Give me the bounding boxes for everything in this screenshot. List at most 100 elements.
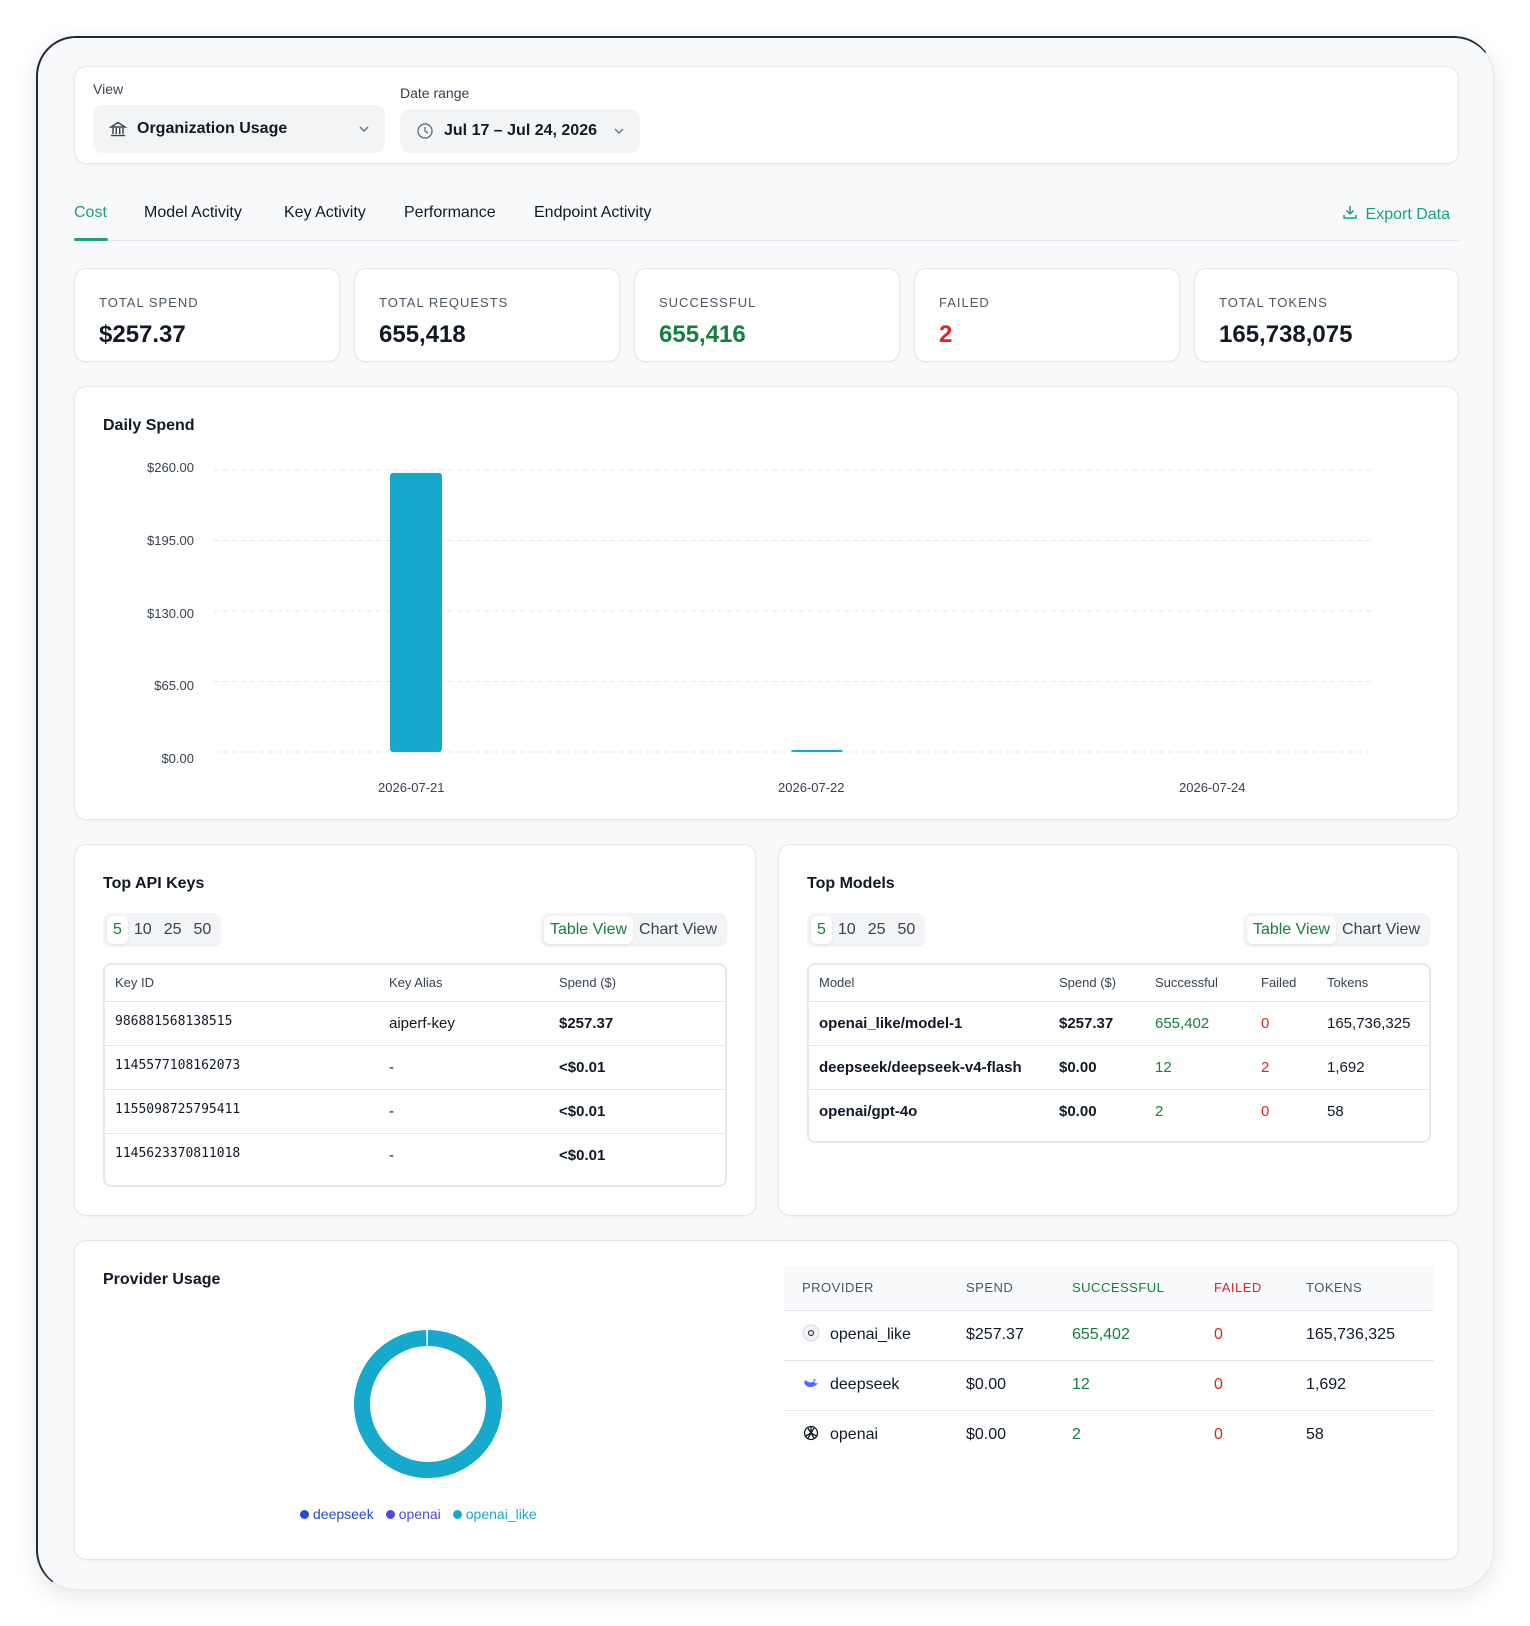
stat-value: 165,738,075 bbox=[1219, 321, 1353, 348]
bank-icon bbox=[109, 120, 127, 138]
table-row[interactable]: 1155098725795411 - <$0.01 bbox=[105, 1089, 725, 1134]
tab-key-activity[interactable]: Key Activity bbox=[284, 204, 366, 221]
column-header: PROVIDER bbox=[784, 1266, 948, 1311]
view-select[interactable]: Organization Usage bbox=[93, 105, 385, 153]
provider-table: PROVIDER SPEND SUCCESSFUL FAILED TOKENS … bbox=[784, 1266, 1434, 1460]
y-tick-label: $195.00 bbox=[147, 533, 194, 548]
donut-slice-openai_like[interactable] bbox=[354, 1330, 502, 1478]
stat-card-failed: FAILED 2 bbox=[914, 268, 1180, 362]
export-data-label: Export Data bbox=[1365, 205, 1450, 223]
column-header: Key ID bbox=[105, 965, 379, 1002]
date-range-label: Date range bbox=[400, 85, 470, 101]
tabs-divider bbox=[74, 240, 1459, 241]
table-row[interactable]: 986881568138515 aiperf-key $257.37 bbox=[105, 1001, 725, 1046]
tab-cost[interactable]: Cost bbox=[74, 204, 107, 221]
stat-card-total-requests: TOTAL REQUESTS 655,418 bbox=[354, 268, 620, 362]
chevron-down-icon bbox=[612, 124, 626, 138]
limit-option-50[interactable]: 50 bbox=[897, 921, 916, 938]
provider-successful: 655,402 bbox=[1054, 1310, 1196, 1361]
download-icon bbox=[1342, 204, 1358, 225]
model-failed: 0 bbox=[1251, 1001, 1317, 1046]
table-row[interactable]: openai/gpt-4o $0.00 2 0 58 bbox=[809, 1089, 1429, 1133]
y-tick-label: $130.00 bbox=[147, 606, 194, 621]
limit-option-10[interactable]: 10 bbox=[837, 921, 856, 938]
models-view-toggle: Table View Chart View bbox=[1242, 913, 1430, 947]
limit-option-5[interactable]: 5 bbox=[811, 916, 832, 944]
date-range-value: Jul 17 – Jul 24, 2026 bbox=[444, 122, 597, 139]
table-row[interactable]: deepseek $0.00 12 0 1,692 bbox=[784, 1360, 1434, 1411]
y-tick-label: $0.00 bbox=[161, 751, 194, 766]
column-header: Tokens bbox=[1317, 965, 1429, 1002]
chart-view-button[interactable]: Chart View bbox=[1342, 921, 1420, 938]
top-models-title: Top Models bbox=[807, 875, 895, 892]
export-data-button[interactable]: Export Data bbox=[1342, 204, 1450, 225]
tab-model-activity[interactable]: Model Activity bbox=[144, 204, 242, 221]
table-row[interactable]: openai_like/model-1 $257.37 655,402 0 16… bbox=[809, 1001, 1429, 1046]
key-spend: <$0.01 bbox=[549, 1045, 725, 1090]
legend-dot bbox=[300, 1509, 309, 1519]
column-header: SPEND bbox=[948, 1266, 1054, 1311]
limit-option-25[interactable]: 25 bbox=[867, 921, 886, 938]
provider-failed: 0 bbox=[1214, 1426, 1223, 1444]
column-header: TOKENS bbox=[1288, 1266, 1434, 1311]
top-models-card: Top Models 5 10 25 50 Table View Chart V… bbox=[778, 844, 1459, 1216]
column-header: Spend ($) bbox=[549, 965, 725, 1002]
legend-item[interactable]: openai bbox=[385, 1506, 441, 1522]
tab-endpoint-activity[interactable]: Endpoint Activity bbox=[534, 204, 652, 221]
column-header: SUCCESSFUL bbox=[1054, 1266, 1196, 1311]
model-name: openai/gpt-4o bbox=[819, 1102, 918, 1120]
limit-option-10[interactable]: 10 bbox=[133, 921, 152, 938]
deepseek-whale-icon bbox=[802, 1374, 820, 1397]
table-view-button[interactable]: Table View bbox=[1246, 916, 1337, 944]
daily-spend-chart bbox=[214, 469, 1374, 753]
date-range-picker[interactable]: Jul 17 – Jul 24, 2026 bbox=[400, 109, 640, 153]
provider-usage-title: Provider Usage bbox=[103, 1271, 221, 1288]
stat-card-total-spend: TOTAL SPEND $257.37 bbox=[74, 268, 340, 362]
top-api-keys-card: Top API Keys 5 10 25 50 Table View Chart… bbox=[74, 844, 756, 1216]
table-row[interactable]: openai_like $257.37 655,402 0 165,736,32… bbox=[784, 1310, 1434, 1361]
keys-view-toggle: Table View Chart View bbox=[539, 913, 727, 947]
provider-successful: 12 bbox=[1054, 1360, 1196, 1411]
filter-bar: View Organization Usage Date range Jul 1… bbox=[74, 66, 1459, 164]
x-tick-label: 2026-07-24 bbox=[1179, 780, 1246, 795]
model-spend: $257.37 bbox=[1049, 1001, 1145, 1046]
model-tokens: 58 bbox=[1327, 1102, 1344, 1120]
stat-card-successful: SUCCESSFUL 655,416 bbox=[634, 268, 900, 362]
key-spend: $257.37 bbox=[549, 1001, 725, 1046]
table-view-button[interactable]: Table View bbox=[543, 916, 634, 944]
table-row[interactable]: deepseek/deepseek-v4-flash $0.00 12 2 1,… bbox=[809, 1045, 1429, 1090]
y-tick-label: $260.00 bbox=[147, 460, 194, 475]
stat-value: 2 bbox=[939, 321, 953, 348]
bar-2026-07-22[interactable] bbox=[791, 750, 843, 752]
provider-failed: 0 bbox=[1196, 1360, 1288, 1411]
limit-option-5[interactable]: 5 bbox=[107, 916, 128, 944]
clock-icon bbox=[416, 122, 434, 140]
table-row[interactable]: openai $0.00 2 0 58 bbox=[784, 1410, 1434, 1460]
tab-performance[interactable]: Performance bbox=[404, 204, 496, 221]
openai-like-icon bbox=[802, 1324, 820, 1347]
chart-view-button[interactable]: Chart View bbox=[639, 921, 717, 938]
column-header: FAILED bbox=[1196, 1266, 1288, 1311]
table-row[interactable]: 1145623370811018 - <$0.01 bbox=[105, 1133, 725, 1177]
provider-legend: deepseek openai openai_like bbox=[300, 1506, 537, 1522]
stat-label: TOTAL SPEND bbox=[99, 295, 199, 310]
top-api-keys-table: Key ID Key Alias Spend ($) 9868815681385… bbox=[103, 963, 727, 1187]
key-alias: - bbox=[379, 1045, 549, 1090]
legend-label: deepseek bbox=[313, 1506, 374, 1522]
provider-successful: 2 bbox=[1072, 1426, 1081, 1444]
key-id: 1145577108162073 bbox=[105, 1045, 379, 1090]
limit-option-50[interactable]: 50 bbox=[193, 921, 212, 938]
view-label: View bbox=[93, 81, 124, 97]
bar-2026-07-21[interactable] bbox=[390, 472, 442, 752]
legend-item[interactable]: openai_like bbox=[452, 1506, 537, 1522]
model-spend: $0.00 bbox=[1059, 1102, 1097, 1120]
key-id: 1155098725795411 bbox=[105, 1089, 379, 1134]
limit-option-25[interactable]: 25 bbox=[163, 921, 182, 938]
model-name: deepseek/deepseek-v4-flash bbox=[809, 1045, 1049, 1090]
table-row[interactable]: 1145577108162073 - <$0.01 bbox=[105, 1045, 725, 1090]
model-tokens: 1,692 bbox=[1317, 1045, 1429, 1090]
stat-value: $257.37 bbox=[99, 321, 186, 348]
legend-item[interactable]: deepseek bbox=[300, 1506, 374, 1522]
column-header: Key Alias bbox=[379, 965, 549, 1002]
provider-tokens: 1,692 bbox=[1288, 1360, 1434, 1411]
